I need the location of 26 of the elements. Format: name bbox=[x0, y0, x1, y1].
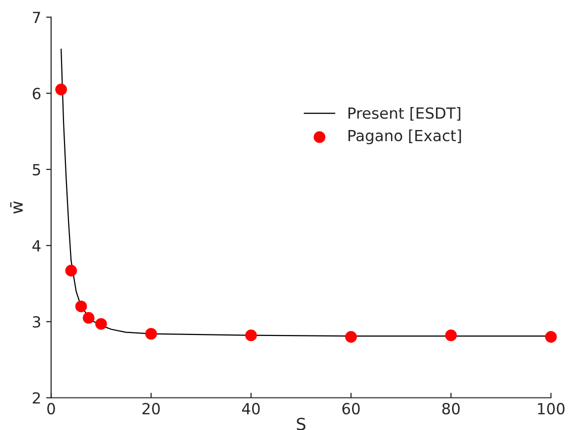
point bbox=[345, 331, 357, 343]
x-tick-label: 100 bbox=[538, 402, 565, 414]
legend-label: Present [ESDT] bbox=[348, 107, 460, 121]
point bbox=[55, 84, 67, 96]
point bbox=[65, 264, 77, 276]
point bbox=[445, 329, 457, 342]
y-tick-label: 6 bbox=[32, 88, 40, 100]
point bbox=[545, 331, 557, 343]
y-tick-label: 4 bbox=[32, 240, 41, 252]
x-axis-title: S bbox=[296, 418, 306, 430]
point bbox=[95, 318, 107, 330]
x-tick-label: 80 bbox=[442, 402, 460, 414]
point bbox=[145, 328, 157, 340]
y-tick-label: 2 bbox=[32, 392, 40, 404]
y-tick-label: 3 bbox=[32, 316, 40, 328]
y-axis-title: w̄ bbox=[10, 201, 23, 214]
x-tick-label: 20 bbox=[142, 402, 160, 414]
x-tick-label: 40 bbox=[242, 402, 260, 414]
x-tick-label: 0 bbox=[47, 402, 55, 414]
point bbox=[82, 312, 94, 324]
y-tick-label: 7 bbox=[32, 12, 40, 24]
legend-label: Pagano [Exact] bbox=[348, 129, 461, 144]
point bbox=[245, 329, 257, 342]
point bbox=[75, 300, 87, 312]
x-tick-label: 60 bbox=[342, 402, 360, 414]
y-tick-label: 5 bbox=[32, 164, 40, 176]
